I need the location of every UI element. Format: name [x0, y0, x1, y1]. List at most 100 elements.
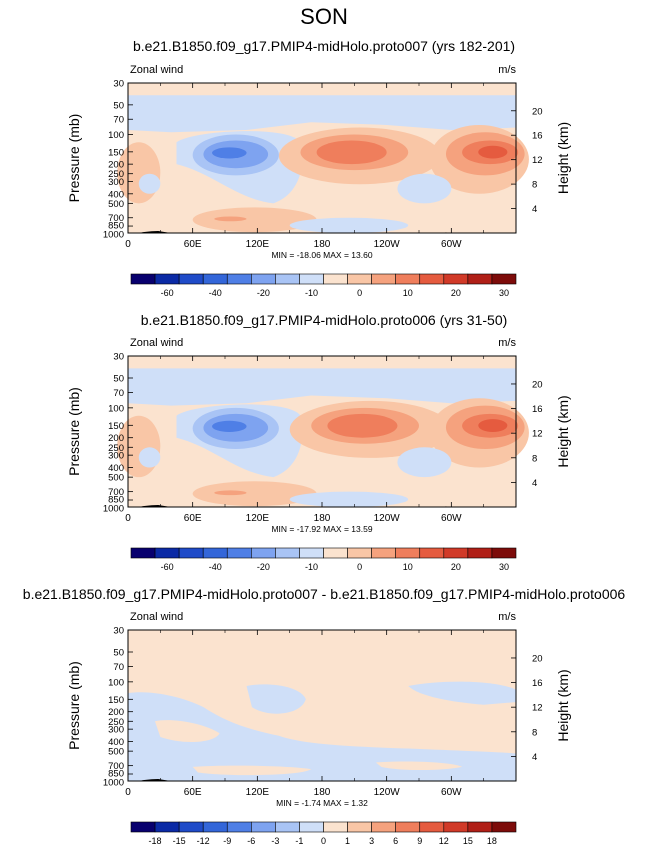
panel-1-units-label: m/s [498, 64, 516, 76]
panel-2-neg-low-3 [397, 447, 452, 478]
colorbar-label: 0 [357, 288, 362, 298]
panel-3-pos-region-4 [375, 761, 463, 771]
height-tick-label: 16 [532, 131, 543, 142]
colorbar-label: 6 [393, 836, 398, 845]
panel-2-right-axis-title: Height (km) [555, 395, 571, 467]
panel-1-title: b.e21.B1850.f09_g17.PMIP4-midHolo.proto0… [132, 38, 516, 54]
lon-tick-label: 60E [184, 513, 202, 524]
pressure-tick-label: 100 [108, 677, 124, 688]
panel-3-pos-region-1 [154, 720, 220, 743]
panel-3-right-axis-title: Height (km) [555, 669, 571, 741]
panel-2-y-axis-title: Pressure (mb) [66, 387, 82, 476]
panel-3-min-max: MIN = -1.74 MAX = 1.32 [276, 798, 368, 808]
lon-tick-label: 0 [125, 239, 131, 250]
colorbar-label: -60 [161, 288, 174, 298]
colorbar-swatch [275, 273, 300, 285]
pressure-tick-label: 500 [108, 199, 124, 210]
pressure-tick-label: 300 [108, 177, 124, 188]
panel-3-y-axis-title: Pressure (mb) [66, 661, 82, 750]
pressure-tick-label: 1000 [103, 230, 124, 241]
pressure-tick-label: 30 [113, 626, 124, 637]
colorbar-swatch [467, 273, 493, 285]
panel-3-neg-region-2 [246, 684, 306, 714]
pressure-tick-label: 70 [113, 662, 124, 673]
height-tick-label: 20 [532, 106, 543, 117]
colorbar-swatch [395, 273, 421, 285]
pressure-tick-label: 850 [108, 495, 124, 506]
colorbar-swatch [275, 821, 300, 833]
colorbar-swatch [226, 821, 252, 833]
colorbar-swatch [347, 547, 372, 559]
colorbar-label: 10 [403, 562, 413, 572]
colorbar-swatch [299, 821, 324, 833]
pressure-tick-label: 300 [108, 451, 124, 462]
colorbar-label: 20 [451, 288, 461, 298]
colorbar-swatch [323, 547, 348, 559]
panel-3-variable-label: Zonal wind [130, 611, 183, 623]
panel-1-min-max: MIN = -18.06 MAX = 13.60 [271, 250, 372, 260]
lon-tick-label: 60E [184, 239, 202, 250]
colorbar-label: 18 [487, 836, 497, 845]
colorbar-swatch [419, 821, 445, 833]
height-tick-label: 4 [532, 478, 537, 489]
panel-1-y-axis-title: Pressure (mb) [66, 114, 82, 203]
colorbar-label: 3 [369, 836, 374, 845]
colorbar-swatch [491, 547, 517, 559]
colorbar-label: -10 [305, 288, 318, 298]
colorbar-label: 12 [439, 836, 449, 845]
panel-1-neg-low-2 [138, 173, 161, 194]
colorbar-label: 1 [345, 836, 350, 845]
panel-2-neg-low-1 [289, 491, 409, 507]
panel-2-pos-lower [192, 481, 317, 507]
colorbar-swatch [347, 821, 372, 833]
colorbar-swatch [443, 273, 469, 285]
height-tick-label: 12 [532, 429, 543, 440]
colorbar-swatch [251, 547, 276, 559]
pressure-tick-label: 150 [108, 147, 124, 158]
lon-tick-label: 120W [374, 239, 401, 250]
panel-2-axes: Zonal wind m/s305070100150200250300400500… [66, 337, 571, 534]
colorbar-label: 30 [499, 562, 509, 572]
height-tick-label: 16 [532, 678, 543, 689]
colorbar-swatch [130, 547, 156, 559]
colorbar-label: -40 [209, 288, 222, 298]
colorbar-swatch [299, 547, 324, 559]
colorbar-swatch [251, 821, 276, 833]
colorbar-swatch [130, 821, 156, 833]
panel-2-min-max: MIN = -17.92 MAX = 13.59 [271, 524, 372, 534]
colorbar-swatch [467, 547, 493, 559]
panel-2-neg-low-2 [138, 447, 161, 468]
pressure-tick-label: 150 [108, 695, 124, 706]
panel-2-variable-label: Zonal wind [130, 337, 183, 349]
height-tick-label: 4 [532, 752, 537, 763]
colorbar-swatch [419, 547, 445, 559]
panel-1-axes: Zonal wind m/s305070100150200250300400500… [66, 64, 571, 260]
pressure-tick-label: 100 [108, 130, 124, 141]
lon-tick-label: 180 [314, 239, 331, 250]
pressure-tick-label: 250 [108, 169, 124, 180]
pressure-tick-label: 50 [113, 100, 124, 111]
colorbar-label: -20 [257, 562, 270, 572]
panel-2-pos-lower-core [214, 490, 247, 496]
panel-1-right-axis-title: Height (km) [555, 122, 571, 194]
panel-3-axes: Zonal wind m/s305070100150200250300400500… [66, 611, 571, 808]
pressure-tick-label: 100 [108, 403, 124, 414]
colorbar-swatch [251, 273, 276, 285]
colorbar-swatch [154, 821, 180, 833]
pressure-tick-label: 700 [108, 213, 124, 224]
panel-1-neg-low-3 [397, 173, 452, 204]
pressure-tick-label: 150 [108, 421, 124, 432]
panel-1-upper-easterlies [128, 95, 516, 133]
colorbar-label: -20 [257, 288, 270, 298]
panel-3-units-label: m/s [498, 611, 516, 623]
colorbar-swatch [275, 547, 300, 559]
panel-2-pos-jet-1-core [327, 413, 398, 438]
lon-tick-label: 120E [246, 239, 270, 250]
colorbar-swatch [443, 821, 469, 833]
colorbar-swatch [154, 273, 180, 285]
pressure-tick-label: 500 [108, 747, 124, 758]
panel-3-pos-region-3 [192, 765, 312, 776]
pressure-tick-label: 400 [108, 189, 124, 200]
lon-tick-label: 120W [374, 787, 401, 798]
